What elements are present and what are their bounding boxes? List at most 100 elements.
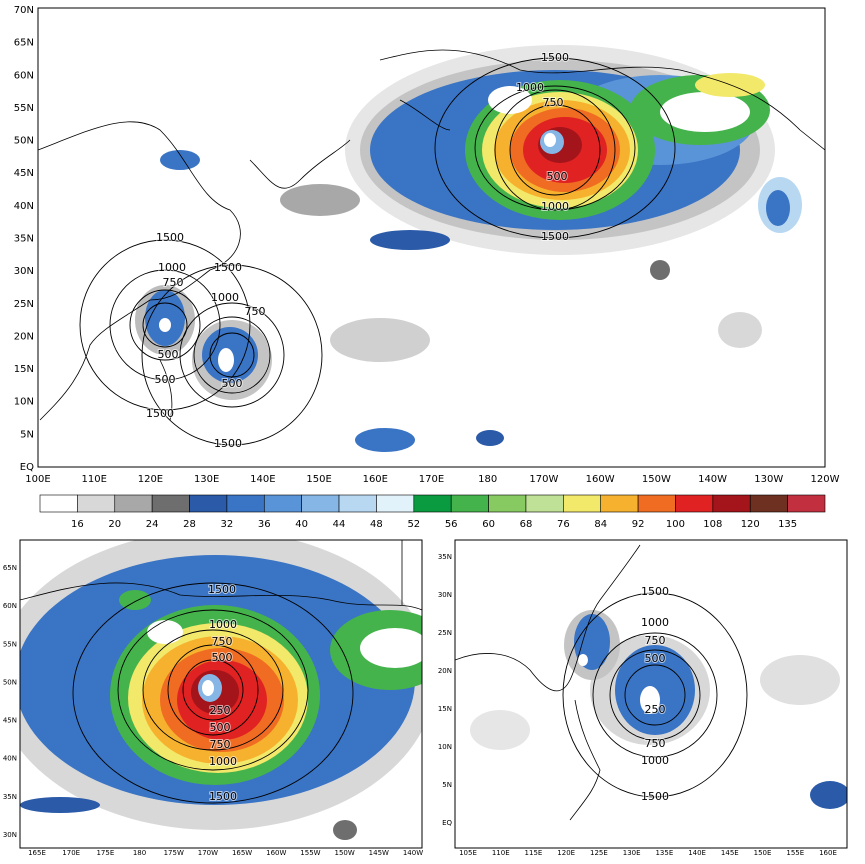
lon-label: 130E bbox=[623, 849, 641, 857]
contour-labels: 1500 1000 750 500 250 750 1000 1500 bbox=[640, 584, 670, 804]
lat-label: 35N bbox=[438, 553, 452, 561]
contour-label: 1500 bbox=[146, 407, 174, 420]
lat-label: 30N bbox=[3, 831, 17, 839]
contour-label: 500 bbox=[212, 651, 233, 664]
lat-label: 20N bbox=[14, 331, 34, 342]
contour-label: 250 bbox=[645, 703, 666, 716]
contour-label: 750 bbox=[163, 276, 184, 289]
contour-label: 1000 bbox=[641, 616, 669, 629]
lat-label: 30N bbox=[438, 591, 452, 599]
lon-label: 145W bbox=[369, 849, 389, 857]
lat-label: EQ bbox=[442, 819, 452, 827]
lat-label: 15N bbox=[438, 705, 452, 713]
lat-label: 30N bbox=[14, 266, 34, 277]
lat-label: 35N bbox=[3, 793, 17, 801]
lon-label: 140E bbox=[688, 849, 706, 857]
lat-label: 10N bbox=[438, 743, 452, 751]
colorbar-box bbox=[77, 494, 116, 513]
contour-label: 1500 bbox=[208, 583, 236, 596]
bottom-right-map: 1500 1000 750 500 250 750 1000 1500 bbox=[454, 539, 848, 849]
contour-label: 1000 bbox=[641, 754, 669, 767]
lat-label: 10N bbox=[14, 397, 34, 408]
lon-label: 150W bbox=[334, 849, 354, 857]
top-map: 1500 1000 750 500 1000 1500 1500 1000 75… bbox=[37, 7, 826, 468]
lon-label: 115E bbox=[525, 849, 543, 857]
lat-label: 40N bbox=[14, 201, 34, 212]
lat-label: 70N bbox=[14, 5, 34, 16]
colorbar-box bbox=[637, 494, 676, 513]
lon-label: 120E bbox=[557, 849, 575, 857]
lon-label: 130E bbox=[194, 474, 219, 485]
contour-label: 500 bbox=[158, 348, 179, 361]
colorbar-label: 44 bbox=[333, 519, 346, 530]
colorbar-label: 52 bbox=[407, 519, 420, 530]
wind-field bbox=[455, 544, 847, 821]
lon-label: 150E bbox=[306, 474, 331, 485]
map-frame bbox=[454, 539, 848, 849]
colorbar-label: 28 bbox=[183, 519, 196, 530]
colorbar-box bbox=[226, 494, 265, 513]
lon-label: 175W bbox=[164, 849, 184, 857]
colorbar-box bbox=[114, 494, 153, 513]
lat-label: 45N bbox=[3, 717, 17, 725]
colorbar-label: 108 bbox=[703, 519, 722, 530]
lon-label: 175E bbox=[96, 849, 114, 857]
lat-label: 40N bbox=[3, 755, 17, 763]
contour-label: 1000 bbox=[516, 81, 544, 94]
contour-label: 1500 bbox=[209, 790, 237, 803]
contour-label: 1500 bbox=[214, 437, 242, 450]
lat-label: 45N bbox=[14, 168, 34, 179]
colorbar-box bbox=[338, 494, 377, 513]
lon-label: 135E bbox=[655, 849, 673, 857]
contour-labels: 1500 1000 750 500 1000 1500 1500 1000 75… bbox=[145, 50, 570, 451]
lat-label: 60N bbox=[3, 602, 17, 610]
lon-label: 110E bbox=[82, 474, 107, 485]
lon-label: 170W bbox=[529, 474, 558, 485]
contour-label: 500 bbox=[210, 721, 231, 734]
contour-labels: 1500 1000 750 500 250 500 750 1000 1500 bbox=[207, 582, 238, 804]
colorbar-label: 120 bbox=[741, 519, 760, 530]
lat-label: 65N bbox=[3, 564, 17, 572]
colorbar-box bbox=[563, 494, 602, 513]
contour-label: 1000 bbox=[209, 755, 237, 768]
contour-label: 750 bbox=[245, 305, 266, 318]
colorbar-box bbox=[39, 494, 78, 513]
colorbar-label: 16 bbox=[71, 519, 84, 530]
lat-label: EQ bbox=[20, 462, 34, 473]
colorbar-label: 84 bbox=[594, 519, 607, 530]
lon-label: 165W bbox=[232, 849, 252, 857]
map-frame bbox=[37, 7, 826, 468]
lon-label: 160E bbox=[819, 849, 837, 857]
colorbar-label: 24 bbox=[146, 519, 159, 530]
colorbar-label: 135 bbox=[778, 519, 797, 530]
lon-label: 150E bbox=[754, 849, 772, 857]
contour-label: 500 bbox=[222, 377, 243, 390]
lat-label: 25N bbox=[438, 629, 452, 637]
lon-label: 140W bbox=[698, 474, 727, 485]
contour-label: 500 bbox=[547, 170, 568, 183]
contour-label: 500 bbox=[645, 652, 666, 665]
lat-label: 15N bbox=[14, 364, 34, 375]
contour-label: 750 bbox=[543, 96, 564, 109]
lat-label: 20N bbox=[438, 667, 452, 675]
wind-field bbox=[20, 540, 422, 840]
contour-label: 1000 bbox=[209, 618, 237, 631]
colorbar-label: 20 bbox=[108, 519, 121, 530]
colorbar-label: 92 bbox=[632, 519, 645, 530]
colorbar-box bbox=[488, 494, 527, 513]
colorbar-box bbox=[376, 494, 415, 513]
contour-label: 1500 bbox=[214, 261, 242, 274]
lat-label: 5N bbox=[20, 429, 34, 440]
contour-label: 750 bbox=[210, 738, 231, 751]
contour-label: 750 bbox=[212, 635, 233, 648]
lat-label: 5N bbox=[442, 781, 452, 789]
lon-label: 150W bbox=[642, 474, 671, 485]
colorbar-label: 48 bbox=[370, 519, 383, 530]
lat-label: 55N bbox=[14, 103, 34, 114]
colorbar-box bbox=[189, 494, 228, 513]
lon-label: 160W bbox=[586, 474, 615, 485]
colorbar-label: 100 bbox=[666, 519, 685, 530]
lon-label: 170E bbox=[419, 474, 444, 485]
colorbar-box bbox=[787, 494, 826, 513]
